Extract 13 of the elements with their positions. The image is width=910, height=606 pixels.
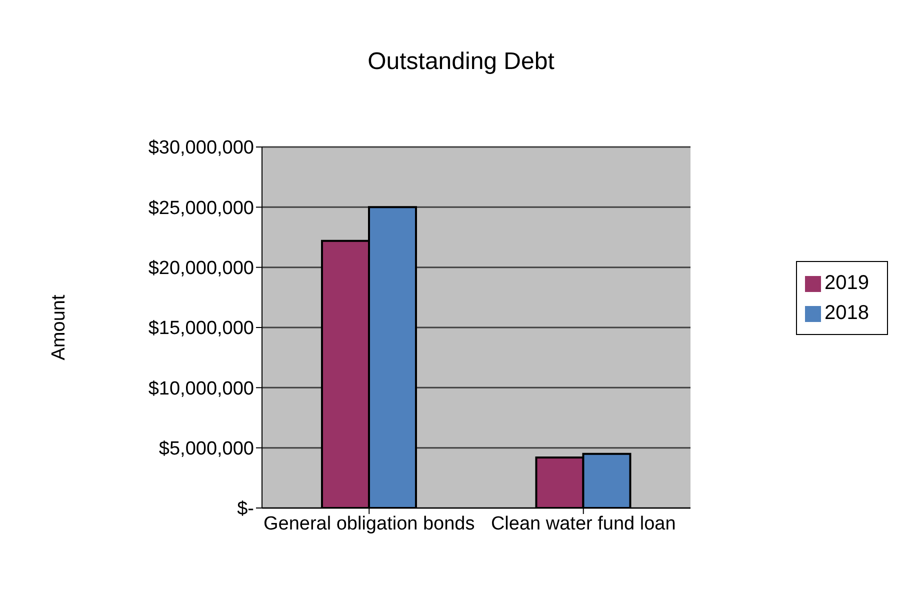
y-tick-label: $15,000,000	[148, 318, 254, 340]
y-tick-label: $30,000,000	[148, 138, 254, 159]
y-tick-label: $-	[237, 498, 254, 520]
legend-label: 2019	[824, 272, 869, 294]
y-axis-title: Amount	[48, 294, 70, 360]
y-tick-label: $25,000,000	[148, 198, 254, 219]
legend-label: 2018	[824, 302, 869, 324]
x-tick-label: Clean water fund loan	[490, 513, 676, 534]
chart-title: Outstanding Debt	[366, 48, 556, 76]
y-tick-label: $20,000,000	[148, 258, 254, 280]
x-tick-label: General obligation bonds	[263, 513, 475, 534]
y-tick-label: $5,000,000	[158, 438, 254, 460]
y-tick-label: $10,000,000	[148, 378, 254, 400]
